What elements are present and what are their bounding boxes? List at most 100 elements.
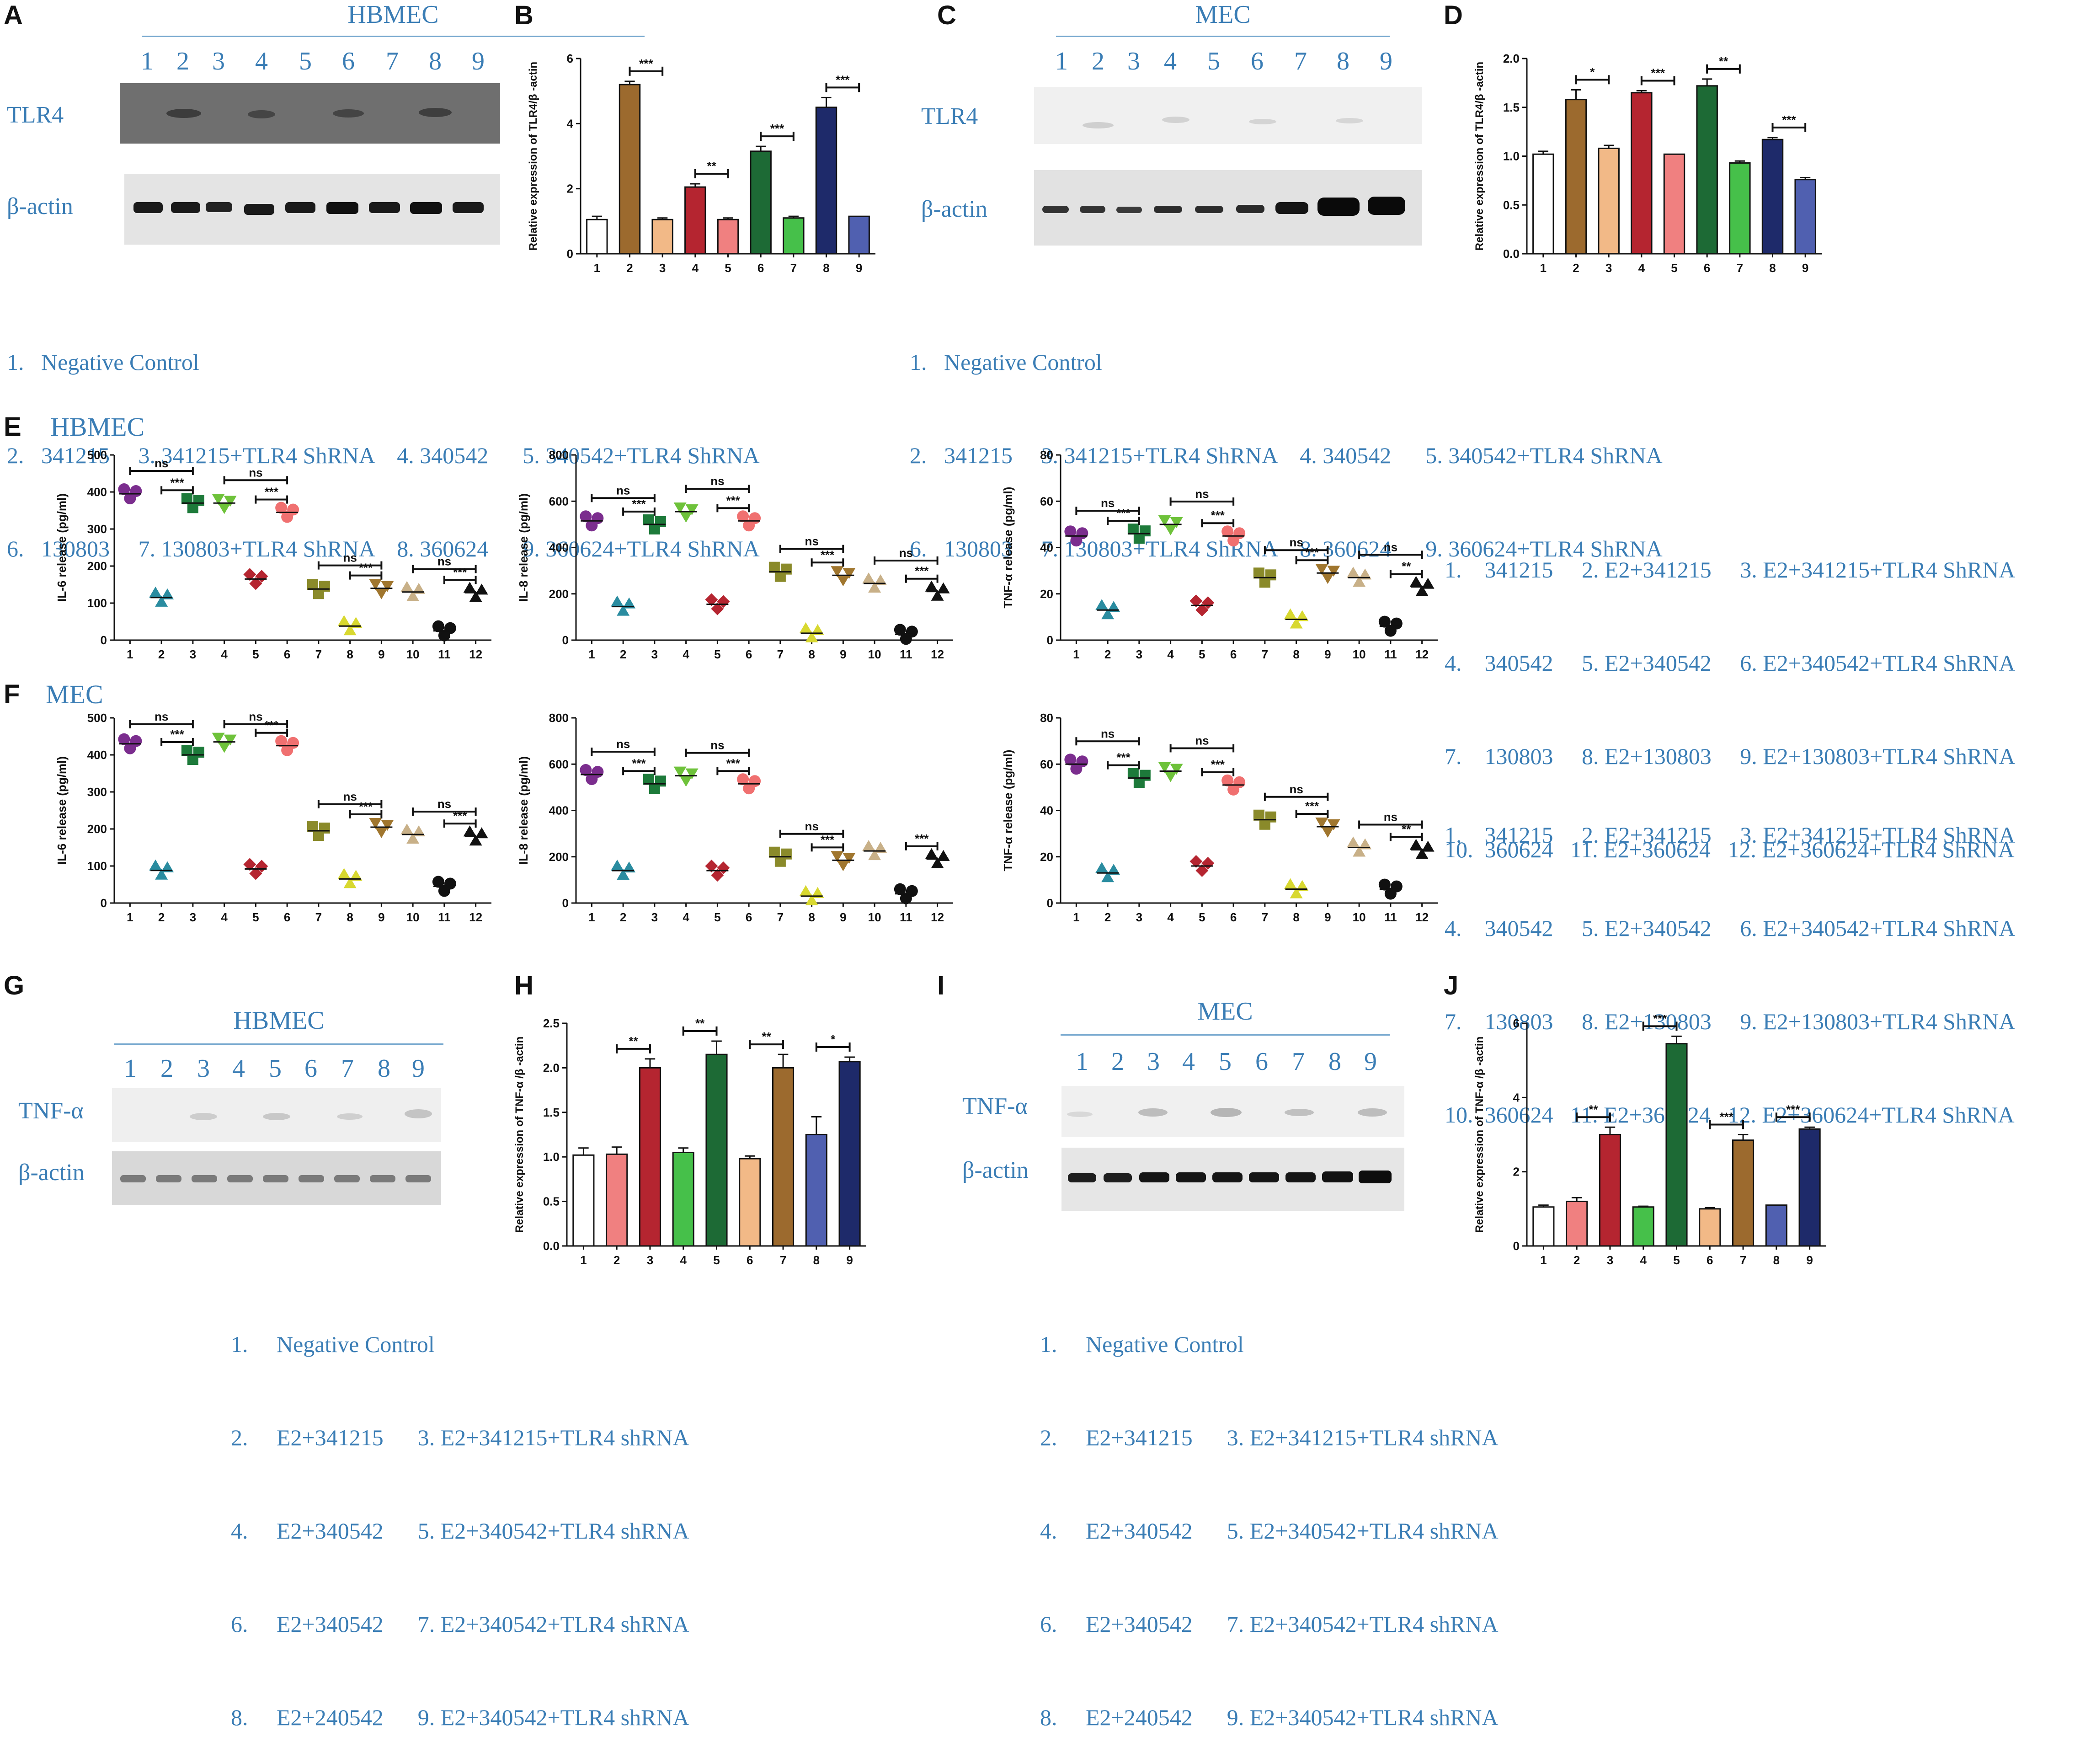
y-tick-label: 600 (549, 757, 569, 771)
x-tick-label: 11 (900, 647, 912, 661)
x-tick-label: 4 (221, 910, 228, 924)
bar (1631, 92, 1653, 255)
data-point (1070, 763, 1083, 775)
y-tick-label: 0 (1047, 633, 1053, 647)
data-point (862, 572, 875, 583)
data-point (1315, 564, 1328, 575)
bar (1798, 1128, 1821, 1247)
data-point (831, 851, 844, 862)
data-point (1284, 608, 1297, 620)
significance-label: *** (821, 833, 835, 846)
significance-label: *** (453, 565, 467, 579)
data-point (432, 620, 444, 632)
significance-label: *** (632, 497, 646, 511)
x-tick-label: 1 (594, 261, 600, 275)
data-point (931, 589, 944, 601)
bar (1566, 1201, 1588, 1247)
data-point (349, 870, 363, 881)
y-axis-title: IL-8 release (pg/ml) (517, 756, 530, 865)
y-axis-title: Relative expression of TNF-α /β -actin (1473, 1037, 1486, 1233)
lane-number: 8 (1337, 47, 1349, 75)
data-point (743, 782, 755, 795)
y-tick-label: 6 (1513, 1016, 1520, 1030)
data-point (586, 519, 598, 532)
y-tick-label: 60 (1040, 494, 1053, 508)
lane-number: 9 (1364, 1048, 1377, 1076)
significance-label: *** (821, 548, 835, 561)
significance-label: ns (437, 555, 451, 568)
lane-number: 2 (160, 1054, 173, 1083)
lane-number: 6 (304, 1054, 317, 1083)
data-point (1227, 535, 1240, 547)
bar (739, 1158, 761, 1247)
bar (750, 150, 772, 255)
blot-g-title: HBMEC (233, 1006, 325, 1035)
y-tick-label: 200 (549, 587, 569, 601)
blot-i-title-line (1061, 1034, 1390, 1036)
data-point (412, 583, 426, 594)
legend-line: 4. 340542 5. E2+340542 6. E2+340542+TLR4… (1445, 915, 2016, 941)
significance-label: ns (249, 465, 262, 479)
y-tick-label: 1.0 (1503, 150, 1520, 163)
legend-line: 1. Negative Control (910, 349, 1102, 375)
y-tick-label: 0 (101, 896, 107, 910)
x-tick-label: 2 (626, 261, 633, 275)
lane-number: 4 (232, 1054, 245, 1083)
y-axis-title: Relative expression of TNF-α /β -actin (513, 1037, 526, 1233)
data-point (343, 624, 357, 636)
bar (805, 1134, 827, 1247)
data-point (375, 827, 388, 838)
significance-label: ns (155, 456, 168, 470)
blot-a-row-label: β-actin (7, 193, 73, 219)
y-tick-label: 20 (1040, 587, 1053, 601)
legend-line: 4. 340542 5. E2+340542 6. E2+340542+TLR4… (1445, 650, 2016, 676)
x-tick-label: 9 (846, 1253, 853, 1267)
significance-label: *** (915, 832, 929, 845)
data-point (580, 764, 592, 776)
legend-line: 1. Negative Control (231, 1331, 435, 1357)
data-point (369, 579, 382, 590)
x-tick-label: 1 (1073, 910, 1079, 924)
x-tick-label: 12 (469, 647, 482, 661)
data-point (349, 617, 363, 628)
x-tick-label: 4 (1640, 1253, 1647, 1267)
panel-label-a: A (4, 0, 23, 30)
data-point (475, 583, 488, 595)
data-point (1064, 754, 1077, 766)
data-point (1384, 625, 1397, 637)
lane-number: 5 (269, 1054, 282, 1083)
data-point (343, 877, 357, 888)
data-point (711, 602, 724, 615)
significance-label: ns (616, 483, 630, 497)
lane-number: 7 (1294, 47, 1307, 75)
legend-line: 1. 341215 2. E2+341215 3. E2+341215+TLR4… (1445, 557, 2016, 583)
blot-c-row-label: β-actin (921, 196, 987, 222)
significance-label: ns (710, 474, 724, 488)
data-point (811, 624, 824, 635)
significance-label: ns (1101, 727, 1115, 740)
x-tick-label: 4 (1638, 261, 1645, 275)
y-tick-label: 200 (87, 822, 107, 836)
data-point (711, 869, 724, 882)
legend-line: 1. Negative Control (1040, 1331, 1244, 1357)
bar (815, 107, 837, 255)
significance-label: ns (1195, 487, 1209, 501)
data-point (1296, 880, 1309, 891)
data-point (243, 858, 256, 871)
x-tick-label: 5 (714, 647, 720, 661)
x-tick-label: 5 (1673, 1253, 1680, 1267)
data-point (149, 586, 162, 598)
y-tick-label: 500 (87, 711, 107, 725)
x-tick-label: 4 (683, 647, 689, 661)
x-tick-label: 1 (588, 647, 595, 661)
data-point (743, 519, 755, 532)
y-tick-label: 100 (87, 859, 107, 873)
significance-label: ** (1402, 560, 1411, 573)
y-axis-title: IL-6 release (pg/ml) (55, 756, 69, 865)
x-tick-label: 6 (1230, 910, 1237, 924)
data-point (1133, 533, 1145, 544)
x-tick-label: 1 (127, 647, 133, 661)
data-point (837, 860, 850, 871)
